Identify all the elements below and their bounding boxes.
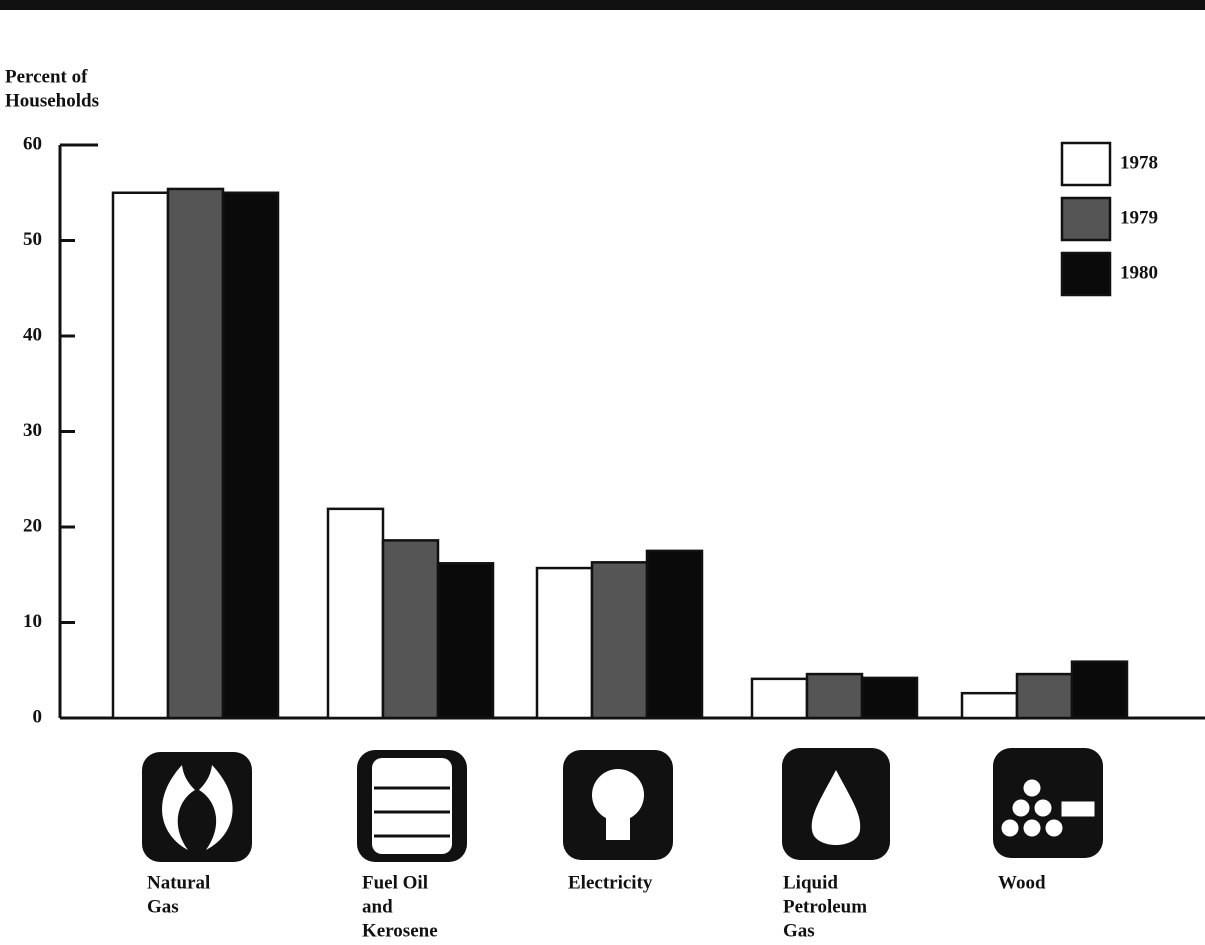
bar (860, 676, 919, 720)
legend-swatch (1060, 141, 1112, 187)
legend-label: 1978 (1120, 152, 1158, 173)
top-band (0, 0, 1205, 10)
x-tick-label: Wood (998, 872, 1046, 893)
legend-label: 1980 (1120, 262, 1158, 283)
barrel (372, 758, 452, 854)
bar (805, 672, 864, 720)
x-tick-label: Petroleum (783, 896, 867, 917)
y-axis-label: Households (5, 90, 99, 111)
bar (326, 507, 385, 720)
logs (998, 776, 1098, 840)
barrel-hoops (374, 786, 450, 838)
x-tick-label: and (362, 896, 393, 917)
bar (221, 191, 280, 720)
y-tick-label: 10 (23, 611, 42, 632)
y-tick-label: 30 (23, 420, 42, 441)
y-tick-label: 40 (23, 324, 42, 345)
y-tick-label: 60 (23, 133, 42, 154)
bar (535, 566, 594, 720)
bar (1070, 660, 1129, 720)
icons (142, 748, 1103, 862)
legend-swatch (1060, 196, 1112, 242)
x-tick-label: Gas (783, 920, 815, 941)
bar (111, 191, 170, 720)
bar (381, 539, 440, 720)
x-tick-label: Gas (147, 896, 179, 917)
legend-label: 1979 (1120, 207, 1158, 228)
y-tick-label: 0 (33, 706, 43, 727)
y-axis-label: Percent of (5, 66, 88, 87)
x-tick-label: Kerosene (362, 920, 438, 941)
legend-swatch (1060, 251, 1112, 297)
icon-natural-gas (142, 752, 252, 862)
x-tick-label: Liquid (783, 872, 838, 893)
x-tick-label: Natural (147, 872, 210, 893)
bulb (592, 769, 644, 821)
bar (590, 561, 649, 720)
flame (162, 765, 233, 850)
bar (960, 691, 1019, 720)
bulb-base (606, 818, 630, 840)
bar (645, 549, 704, 720)
y-tick-label: 50 (23, 229, 42, 250)
bar (436, 562, 495, 720)
drop (811, 770, 861, 845)
y-tick-label: 20 (23, 515, 42, 536)
x-tick-label: Electricity (568, 872, 653, 893)
bar (750, 677, 809, 720)
x-tick-label: Fuel Oil (362, 872, 428, 893)
bar (166, 187, 225, 720)
bar (1015, 672, 1074, 720)
